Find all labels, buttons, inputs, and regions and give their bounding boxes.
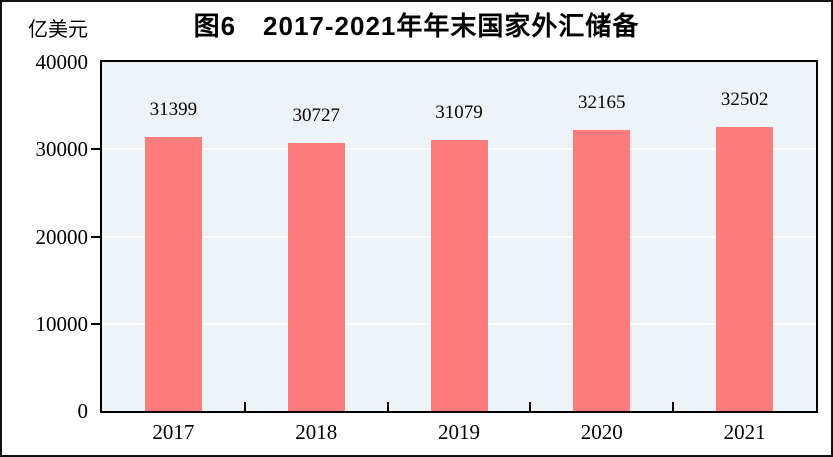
y-tick-label-20000: 20000 (35, 224, 89, 249)
x-axis-label-2019: 2019 (438, 420, 480, 444)
x-axis-tick (243, 402, 246, 411)
value-label-2017: 31399 (149, 99, 198, 120)
x-axis-label-2018: 2018 (295, 420, 338, 444)
chart-title: 图6 2017-2021年年末国家外汇储备 (193, 11, 640, 41)
value-label-2021: 32502 (720, 89, 769, 110)
value-label-2018: 30727 (292, 105, 340, 126)
bar-2018 (287, 143, 345, 411)
value-label-2020: 32165 (578, 92, 626, 113)
x-axis-label-2021: 2021 (723, 420, 766, 444)
y-axis-unit-label: 亿美元 (28, 19, 88, 41)
bar-2020 (573, 130, 631, 411)
x-axis-label-2017: 2017 (152, 420, 195, 444)
y-tick-label-10000: 10000 (35, 311, 89, 336)
x-axis-tick (386, 402, 389, 411)
y-tick-label-40000: 40000 (35, 50, 89, 74)
x-axis-tick (529, 402, 532, 411)
x-axis-tick (672, 402, 675, 411)
value-label-2019: 31079 (435, 102, 483, 123)
bar-2017 (144, 137, 202, 411)
y-axis-tick (91, 148, 100, 151)
plot-area: 31399 30727 31079 32165 32502 (100, 60, 818, 413)
bar-2019 (430, 140, 488, 411)
y-axis-tick (91, 322, 100, 325)
bar-2021 (716, 127, 774, 411)
x-axis-label-2020: 2020 (580, 420, 623, 444)
y-tick-label-0: 0 (77, 399, 89, 423)
y-axis-tick (91, 235, 100, 238)
y-tick-label-30000: 30000 (35, 137, 89, 162)
